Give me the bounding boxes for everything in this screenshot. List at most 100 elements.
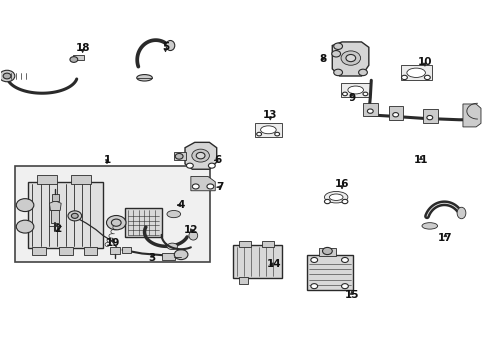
- Text: 13: 13: [263, 111, 277, 121]
- Bar: [363, 103, 377, 116]
- Text: 15: 15: [344, 291, 358, 301]
- Circle shape: [16, 220, 34, 233]
- Circle shape: [191, 149, 209, 162]
- Ellipse shape: [137, 75, 152, 81]
- Text: 18: 18: [75, 43, 90, 53]
- Circle shape: [333, 69, 342, 76]
- Text: 12: 12: [183, 225, 198, 235]
- Polygon shape: [184, 142, 216, 169]
- Bar: [83, 247, 97, 255]
- Bar: [32, 247, 46, 255]
- Bar: [122, 247, 131, 253]
- Circle shape: [358, 69, 366, 76]
- Text: 10: 10: [417, 57, 431, 67]
- Ellipse shape: [166, 243, 177, 249]
- Circle shape: [196, 152, 204, 159]
- Bar: [232, 245, 281, 278]
- Circle shape: [340, 51, 360, 65]
- Ellipse shape: [324, 192, 347, 203]
- Bar: [125, 208, 161, 237]
- Circle shape: [310, 257, 317, 262]
- Bar: [340, 83, 369, 97]
- Bar: [238, 277, 248, 284]
- Circle shape: [392, 113, 398, 117]
- Bar: [27, 182, 103, 248]
- Bar: [400, 65, 431, 80]
- Circle shape: [341, 284, 347, 289]
- Ellipse shape: [188, 231, 197, 240]
- Text: 2: 2: [55, 225, 61, 234]
- Circle shape: [175, 153, 183, 159]
- Text: 19: 19: [105, 238, 120, 248]
- Text: 4: 4: [177, 200, 184, 210]
- Ellipse shape: [347, 86, 363, 94]
- Circle shape: [186, 163, 193, 168]
- Circle shape: [111, 219, 121, 226]
- Ellipse shape: [260, 126, 276, 134]
- Bar: [59, 247, 73, 255]
- Circle shape: [341, 199, 347, 204]
- Polygon shape: [331, 42, 368, 76]
- Circle shape: [16, 199, 34, 212]
- Bar: [161, 253, 175, 260]
- Bar: [306, 255, 352, 291]
- Text: 1: 1: [103, 155, 110, 165]
- Text: 14: 14: [266, 259, 281, 269]
- Circle shape: [331, 50, 340, 57]
- Bar: [388, 106, 403, 120]
- Circle shape: [342, 92, 346, 96]
- Text: 3: 3: [148, 253, 155, 263]
- Circle shape: [274, 132, 279, 136]
- Bar: [319, 248, 335, 256]
- Text: 5: 5: [162, 42, 169, 52]
- Bar: [51, 211, 59, 223]
- Circle shape: [0, 70, 15, 82]
- Text: 11: 11: [413, 155, 427, 165]
- Circle shape: [68, 211, 81, 221]
- Ellipse shape: [456, 207, 465, 219]
- Circle shape: [106, 216, 126, 230]
- Text: 17: 17: [437, 233, 452, 243]
- Polygon shape: [49, 201, 61, 211]
- Circle shape: [174, 249, 187, 260]
- Circle shape: [362, 92, 367, 96]
- Circle shape: [341, 257, 347, 262]
- Bar: [174, 152, 186, 160]
- Circle shape: [324, 199, 330, 204]
- Ellipse shape: [406, 68, 425, 77]
- Bar: [71, 175, 91, 184]
- Ellipse shape: [165, 41, 174, 50]
- Circle shape: [333, 43, 342, 49]
- Text: 6: 6: [214, 155, 221, 165]
- Bar: [262, 240, 274, 247]
- Bar: [37, 175, 57, 184]
- Ellipse shape: [329, 194, 342, 201]
- Ellipse shape: [421, 223, 437, 229]
- Circle shape: [401, 75, 407, 80]
- Circle shape: [192, 184, 199, 189]
- Text: 16: 16: [334, 179, 348, 189]
- Text: 9: 9: [347, 93, 355, 103]
- Circle shape: [322, 247, 331, 255]
- Bar: [110, 247, 120, 253]
- Circle shape: [71, 213, 78, 219]
- Circle shape: [426, 116, 432, 120]
- Circle shape: [345, 54, 355, 62]
- Bar: [73, 55, 83, 60]
- Text: 7: 7: [216, 182, 224, 192]
- Circle shape: [206, 184, 213, 189]
- Ellipse shape: [166, 211, 180, 218]
- Polygon shape: [190, 176, 215, 191]
- Bar: [238, 240, 250, 247]
- Text: 8: 8: [318, 54, 325, 64]
- Bar: [255, 123, 282, 137]
- Circle shape: [208, 163, 215, 168]
- Circle shape: [310, 284, 317, 289]
- Bar: [52, 194, 59, 201]
- Circle shape: [70, 57, 78, 62]
- Circle shape: [3, 73, 11, 79]
- Polygon shape: [462, 104, 480, 127]
- Bar: [15, 166, 210, 262]
- Bar: [422, 109, 437, 123]
- Circle shape: [366, 109, 372, 113]
